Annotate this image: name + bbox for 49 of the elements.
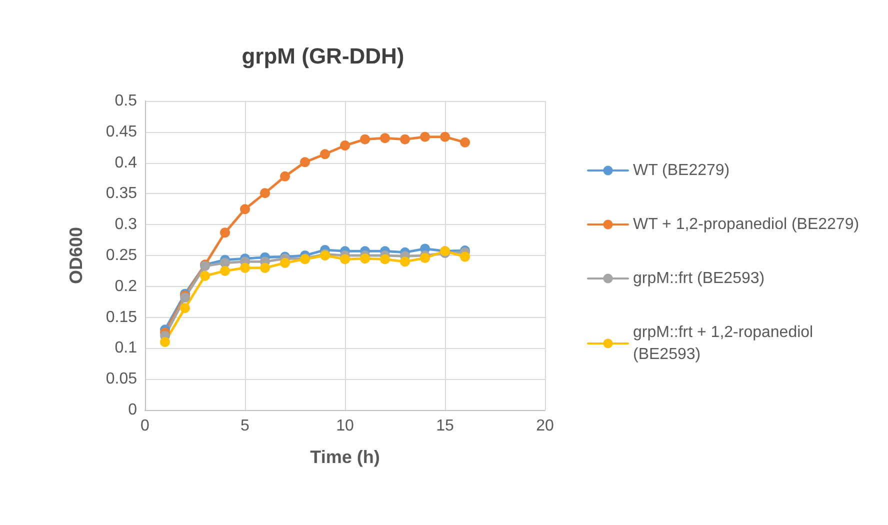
y-tick-label: 0.35 xyxy=(106,185,138,202)
point xyxy=(160,337,170,348)
legend-label: WT (BE2279) xyxy=(633,162,730,179)
point xyxy=(400,134,410,144)
y-tick-label: 0.1 xyxy=(114,340,138,357)
x-tick-label: 20 xyxy=(536,418,554,434)
point xyxy=(220,266,230,276)
y-axis-title: OD600 xyxy=(66,226,86,284)
point xyxy=(440,132,450,142)
point xyxy=(260,188,270,198)
point xyxy=(420,252,430,263)
y-tick-label: 0.15 xyxy=(106,308,138,326)
point xyxy=(280,171,290,182)
x-tick-label: 5 xyxy=(240,418,250,434)
point xyxy=(280,258,290,268)
point xyxy=(240,204,250,214)
point xyxy=(320,149,330,160)
point xyxy=(460,252,470,262)
legend-label: grpM::frt + 1,2-ropanediol (BE2593) xyxy=(633,324,818,363)
x-axis-title: Time (h) xyxy=(310,447,380,467)
y-tick-label: 0.05 xyxy=(106,370,138,388)
point xyxy=(260,262,270,273)
y-tick-label: 0.5 xyxy=(114,92,138,110)
x-tick-label: 0 xyxy=(140,418,150,434)
point xyxy=(340,254,350,264)
y-tick-label: 0.45 xyxy=(106,123,138,140)
legend-label: grpM::frt (BE2593) xyxy=(633,270,765,287)
point xyxy=(220,228,230,238)
point xyxy=(200,270,210,281)
point xyxy=(380,133,390,144)
point xyxy=(240,262,250,273)
point xyxy=(420,132,430,142)
point xyxy=(360,254,370,264)
point xyxy=(460,137,470,148)
x-tick-label: 10 xyxy=(336,418,354,434)
chart-title: grpM (GR-DDH) xyxy=(242,44,404,68)
y-tick-label: 0 xyxy=(128,402,138,418)
point xyxy=(400,256,410,267)
point xyxy=(380,254,390,264)
x-tick-label: 15 xyxy=(436,418,454,434)
y-tick-label: 0.25 xyxy=(106,247,138,264)
y-tick-label: 0.4 xyxy=(114,154,138,172)
y-tick-label: 0.2 xyxy=(114,278,138,295)
point xyxy=(340,140,350,150)
point xyxy=(300,157,310,168)
point xyxy=(180,303,190,314)
point xyxy=(360,134,370,144)
legend-label: WT + 1,2-propanediol (BE2279) xyxy=(633,216,860,233)
y-tick-label: 0.3 xyxy=(114,216,138,234)
